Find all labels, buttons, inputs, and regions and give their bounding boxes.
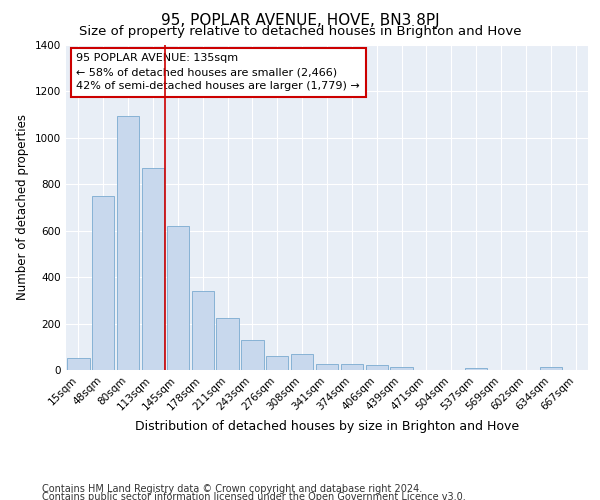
Bar [391,367,413,370]
Bar [217,318,239,370]
Bar [291,354,313,370]
Bar [142,168,164,370]
Text: 95, POPLAR AVENUE, HOVE, BN3 8PJ: 95, POPLAR AVENUE, HOVE, BN3 8PJ [161,12,439,28]
Text: Contains HM Land Registry data © Crown copyright and database right 2024.: Contains HM Land Registry data © Crown c… [42,484,422,494]
Bar [241,340,263,370]
Bar [266,356,289,370]
Bar [67,358,89,370]
Bar [167,226,189,370]
Text: Size of property relative to detached houses in Brighton and Hove: Size of property relative to detached ho… [79,25,521,38]
Bar [117,116,139,370]
Bar [539,367,562,370]
X-axis label: Distribution of detached houses by size in Brighton and Hove: Distribution of detached houses by size … [135,420,519,433]
Bar [316,364,338,370]
Bar [465,368,487,370]
Y-axis label: Number of detached properties: Number of detached properties [16,114,29,300]
Bar [92,196,115,370]
Bar [365,366,388,370]
Bar [341,364,363,370]
Text: 95 POPLAR AVENUE: 135sqm
← 58% of detached houses are smaller (2,466)
42% of sem: 95 POPLAR AVENUE: 135sqm ← 58% of detach… [76,53,360,91]
Text: Contains public sector information licensed under the Open Government Licence v3: Contains public sector information licen… [42,492,466,500]
Bar [191,290,214,370]
